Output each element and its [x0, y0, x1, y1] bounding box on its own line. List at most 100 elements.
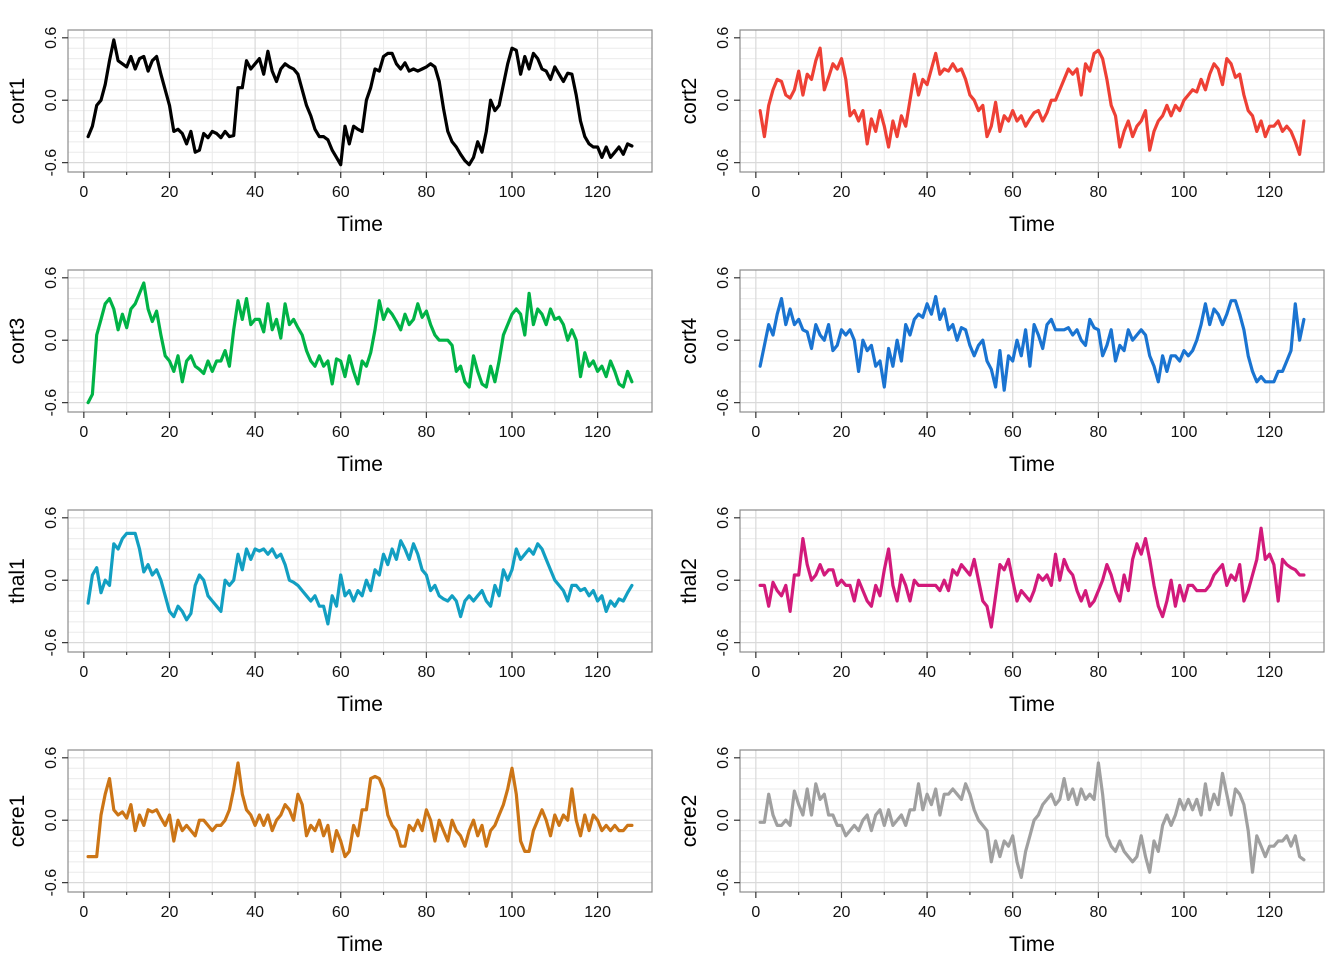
x-axis-title: Time — [1009, 213, 1055, 236]
x-tick-label: 20 — [161, 184, 179, 201]
x-tick-label: 40 — [246, 904, 264, 921]
x-tick-label: 40 — [918, 184, 936, 201]
series-line-cort4 — [758, 294, 1306, 392]
x-tick-label: 120 — [584, 664, 611, 681]
x-tick-label: 40 — [246, 424, 264, 441]
y-axis-title: cort1 — [6, 78, 29, 125]
series-line-cere1 — [86, 761, 634, 859]
panel-background — [740, 30, 1324, 172]
x-tick-label: 0 — [79, 424, 88, 441]
y-axis-title: cere1 — [6, 795, 29, 848]
x-tick-label: 100 — [1171, 664, 1198, 681]
y-axis-title: cere2 — [678, 795, 701, 848]
panel-border — [739, 269, 1325, 413]
panel-cort4: 0 20 40 60 80 100 120 -0.6 0.0 0.6 Time cort4 — [678, 267, 1325, 476]
x-tick-label: 60 — [1004, 664, 1022, 681]
x-tick-label: 80 — [1089, 424, 1107, 441]
x-axis-title: Time — [1009, 453, 1055, 476]
y-axis-title: cort3 — [6, 318, 29, 365]
x-tick-label: 60 — [1004, 904, 1022, 921]
y-tick-label: 0.6 — [715, 507, 732, 529]
panel-thal1: 0 20 40 60 80 100 120 -0.6 0.0 0.6 Time thal1 — [6, 507, 653, 716]
panel-background — [68, 510, 652, 652]
x-tick-label: 100 — [1171, 424, 1198, 441]
x-tick-label: 120 — [1256, 904, 1283, 921]
x-tick-label: 80 — [417, 904, 435, 921]
x-axis-title: Time — [337, 693, 383, 716]
x-tick-label: 60 — [332, 904, 350, 921]
y-tick-label: 0.0 — [715, 89, 732, 111]
x-tick-label: 100 — [499, 424, 526, 441]
x-tick-label: 20 — [833, 664, 851, 681]
y-tick-label: 0.6 — [43, 747, 60, 769]
panel-cere1: 0 20 40 60 80 100 120 -0.6 0.0 0.6 Time cere1 — [6, 747, 653, 956]
y-tick-label: 0.0 — [43, 809, 60, 831]
y-tick-label: 0.0 — [43, 329, 60, 351]
panel-border — [739, 509, 1325, 653]
y-tick-label: -0.6 — [715, 869, 732, 897]
x-tick-label: 120 — [1256, 664, 1283, 681]
x-axis-title: Time — [1009, 933, 1055, 956]
y-tick-label: -0.6 — [43, 629, 60, 657]
series-line-cort3 — [86, 281, 634, 405]
x-tick-label: 100 — [499, 904, 526, 921]
x-tick-label: 20 — [833, 904, 851, 921]
y-tick-label: -0.6 — [43, 869, 60, 897]
x-axis-title: Time — [337, 933, 383, 956]
y-tick-label: 0.0 — [715, 329, 732, 351]
x-tick-label: 0 — [79, 904, 88, 921]
panel-background — [68, 30, 652, 172]
panel-border — [739, 29, 1325, 173]
x-tick-label: 0 — [79, 664, 88, 681]
panel-cere2: 0 20 40 60 80 100 120 -0.6 0.0 0.6 Time cere2 — [678, 747, 1325, 956]
x-tick-label: 40 — [246, 664, 264, 681]
x-tick-label: 80 — [1089, 184, 1107, 201]
y-tick-label: 0.0 — [43, 89, 60, 111]
y-axis-title: cort2 — [678, 78, 701, 125]
y-tick-label: -0.6 — [715, 149, 732, 177]
x-tick-label: 0 — [751, 424, 760, 441]
x-tick-label: 20 — [161, 664, 179, 681]
x-tick-label: 100 — [1171, 904, 1198, 921]
x-tick-label: 80 — [1089, 904, 1107, 921]
series-line-cort1 — [86, 38, 634, 167]
panel-cort2: 0 20 40 60 80 100 120 -0.6 0.0 0.6 Time cort2 — [678, 27, 1325, 236]
panel-border — [67, 509, 653, 653]
series-line-thal2 — [758, 526, 1306, 629]
panel-border — [67, 269, 653, 413]
x-tick-label: 60 — [332, 664, 350, 681]
y-tick-label: 0.0 — [715, 569, 732, 591]
panel-background — [68, 270, 652, 412]
panel-border — [67, 29, 653, 173]
x-tick-label: 80 — [417, 424, 435, 441]
y-tick-label: 0.6 — [43, 267, 60, 289]
y-tick-label: -0.6 — [43, 389, 60, 417]
y-tick-label: 0.6 — [715, 747, 732, 769]
y-tick-label: -0.6 — [715, 389, 732, 417]
y-tick-label: -0.6 — [715, 629, 732, 657]
y-tick-label: 0.6 — [715, 27, 732, 49]
y-tick-label: 0.0 — [715, 809, 732, 831]
x-tick-label: 100 — [499, 664, 526, 681]
panel-cort3: 0 20 40 60 80 100 120 -0.6 0.0 0.6 Time cort3 — [6, 267, 653, 476]
panel-border — [67, 749, 653, 893]
y-tick-label: -0.6 — [43, 149, 60, 177]
x-tick-label: 40 — [246, 184, 264, 201]
y-tick-label: 0.6 — [43, 27, 60, 49]
x-tick-label: 0 — [79, 184, 88, 201]
x-tick-label: 60 — [332, 184, 350, 201]
x-tick-label: 0 — [751, 184, 760, 201]
panel-border — [739, 749, 1325, 893]
y-tick-label: 0.6 — [43, 507, 60, 529]
x-tick-label: 120 — [584, 184, 611, 201]
x-tick-label: 20 — [161, 424, 179, 441]
x-tick-label: 20 — [161, 904, 179, 921]
series-line-thal1 — [86, 531, 634, 626]
x-tick-label: 20 — [833, 424, 851, 441]
x-axis-title: Time — [337, 453, 383, 476]
x-tick-label: 60 — [1004, 424, 1022, 441]
y-axis-title: thal1 — [6, 558, 29, 604]
x-tick-label: 100 — [1171, 184, 1198, 201]
x-axis-title: Time — [1009, 693, 1055, 716]
